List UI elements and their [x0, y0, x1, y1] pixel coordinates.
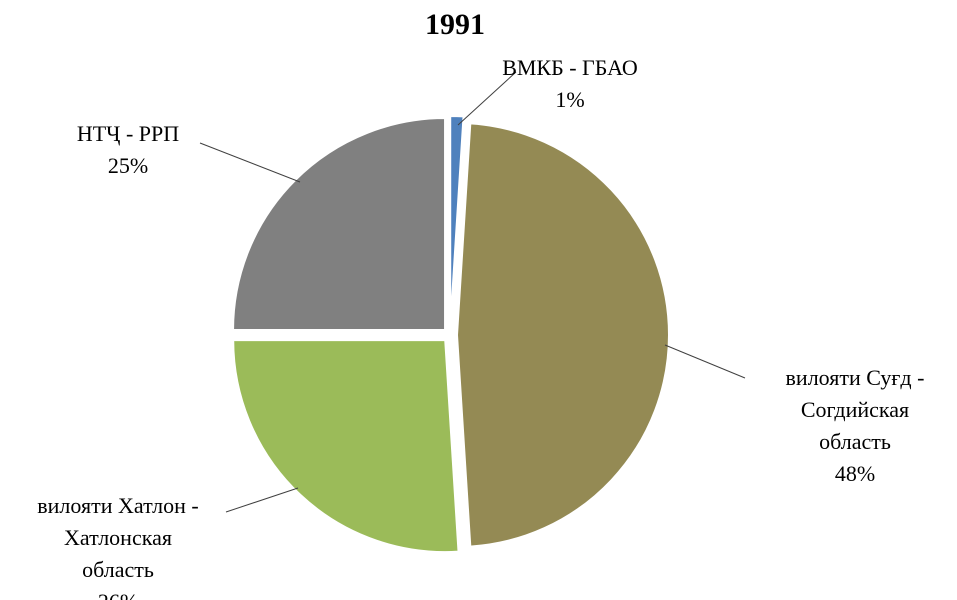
leader-line: [225, 487, 299, 513]
category-label: НТҶ - РРП: [76, 121, 180, 146]
value-label: 48%: [834, 461, 876, 486]
pie-slice: [232, 117, 447, 332]
chart-title: 1991: [425, 8, 485, 41]
value-label: 26%: [26, 586, 211, 600]
slice-label: вилояти Суғд - Согдийская область 48%: [770, 362, 940, 490]
value-label: 25%: [107, 153, 149, 178]
pie-slice: [232, 339, 460, 554]
leader-line: [664, 344, 746, 379]
category-label: вилояти Хатлон - Хатлонская область: [37, 493, 199, 582]
slice-label: НТҶ - РРП 25%: [28, 118, 228, 182]
leader-line: [199, 142, 301, 183]
leader-line: [457, 71, 517, 126]
category-label: ВМКБ - ГБАО: [502, 55, 638, 80]
slice-label: ВМКБ - ГБАО 1%: [460, 52, 680, 116]
category-label: вилояти Суғд - Согдийская область: [785, 365, 925, 454]
pie-slice: [449, 115, 465, 329]
slice-label: вилояти Хатлон - Хатлонская область 26%: [26, 490, 211, 600]
value-label: 1%: [555, 87, 585, 112]
pie-slice: [455, 122, 670, 548]
